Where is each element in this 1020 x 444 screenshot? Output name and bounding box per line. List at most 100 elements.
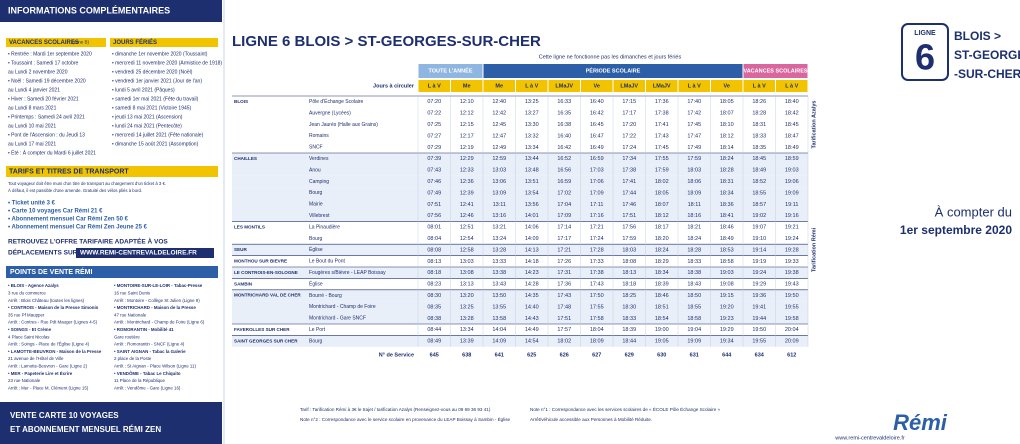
vacances-line: au Lundi 10 mai 2021 bbox=[8, 123, 56, 129]
time: 07:51 bbox=[427, 202, 441, 208]
time: 13:06 bbox=[492, 179, 506, 185]
time: 17:51 bbox=[557, 316, 571, 322]
pv-line: 21 avenue de l'Hôtel de Ville bbox=[8, 356, 64, 361]
pv-line: • MER - Papeterie Lire et Écrire bbox=[8, 371, 73, 376]
time: 19:16 bbox=[785, 213, 799, 219]
time: 17:43 bbox=[557, 293, 571, 299]
row-band bbox=[232, 130, 808, 142]
time: 18:55 bbox=[687, 304, 701, 310]
time: 19:55 bbox=[785, 304, 799, 310]
pv-line: • SOINGS - Et Crème bbox=[8, 327, 52, 332]
time: 17:11 bbox=[590, 202, 603, 208]
time: 16:56 bbox=[557, 168, 571, 174]
day-cell bbox=[581, 80, 613, 92]
time: 18:31 bbox=[720, 179, 734, 185]
time: 12:39 bbox=[460, 190, 474, 196]
time: 17:28 bbox=[590, 247, 604, 253]
time: 18:21 bbox=[687, 225, 701, 231]
stop-name: Bourg bbox=[309, 190, 323, 196]
service-number: 645 bbox=[430, 352, 439, 358]
start-label: À compter du bbox=[935, 204, 1012, 219]
time: 16:49 bbox=[590, 145, 604, 151]
pv-line: • SAINT AIGNAN - Tabac la Galerie bbox=[114, 349, 186, 354]
day-label: L à V bbox=[525, 83, 538, 89]
time: 16:40 bbox=[590, 99, 604, 105]
time: 13:21 bbox=[492, 225, 506, 231]
time: 07:25 bbox=[427, 122, 441, 128]
time: 17:34 bbox=[622, 156, 636, 162]
day-cell bbox=[711, 80, 743, 92]
time: 19:04 bbox=[687, 327, 701, 333]
time: 14:04 bbox=[492, 327, 506, 333]
service-number: 625 bbox=[527, 352, 536, 358]
time: 17:41 bbox=[622, 179, 636, 185]
vacances-line: • Printemps : Samedi 24 avril 2021 bbox=[8, 114, 85, 120]
day-label: LMaJV bbox=[620, 83, 638, 89]
ferie-line: • jeudi 13 mai 2021 (Ascension) bbox=[112, 114, 183, 120]
time: 08:18 bbox=[427, 270, 441, 276]
time: 18:34 bbox=[655, 270, 669, 276]
time: 17:02 bbox=[557, 190, 571, 196]
time: 17:45 bbox=[687, 122, 701, 128]
note: Note n°1 : Correspondance avec les servi… bbox=[530, 406, 720, 412]
day-cell bbox=[483, 80, 515, 92]
time: 17:24 bbox=[590, 236, 604, 242]
day-label: Ve bbox=[594, 83, 600, 89]
dest-2: ST-GEORGES bbox=[954, 48, 1020, 62]
time: 13:54 bbox=[525, 190, 539, 196]
day-label: LMaJV bbox=[555, 83, 573, 89]
time: 18:55 bbox=[752, 190, 766, 196]
pv-line: • MONTOIRE-SUR-LE-LOIR - Tabac-Presse bbox=[114, 283, 203, 288]
time: 19:34 bbox=[720, 339, 734, 345]
pv-line: 35 rue Pf Maupper bbox=[8, 312, 45, 317]
timetable: • Rentrée : Mardi 1er septembre 2020 • To… bbox=[8, 51, 817, 422]
time: 12:41 bbox=[460, 202, 474, 208]
day-label: L à V bbox=[753, 83, 766, 89]
day-cell bbox=[516, 80, 548, 92]
time: 18:42 bbox=[785, 111, 799, 117]
time: 17:26 bbox=[557, 259, 571, 265]
commune: SAMBIN bbox=[234, 281, 253, 286]
time: 18:07 bbox=[720, 111, 734, 117]
pv-line: • BLOIS - Agence Azalys bbox=[8, 283, 59, 288]
time: 08:01 bbox=[427, 225, 441, 231]
time: 13:38 bbox=[492, 270, 506, 276]
day-cell bbox=[613, 80, 645, 92]
time: 07:39 bbox=[427, 156, 441, 162]
time: 19:58 bbox=[785, 316, 799, 322]
time: 17:15 bbox=[622, 99, 636, 105]
vacances-line: • Hiver : Samedi 20 février 2021 bbox=[8, 96, 79, 102]
dest-3: -SUR-CHER bbox=[954, 67, 1020, 81]
time: 18:58 bbox=[687, 316, 701, 322]
dest-1: BLOIS > bbox=[954, 29, 1001, 43]
commune: FAVEROLLES SUR CHER bbox=[234, 327, 290, 332]
service-number: 626 bbox=[560, 352, 569, 358]
service-number: 638 bbox=[462, 352, 471, 358]
time: 18:51 bbox=[655, 304, 669, 310]
time: 18:45 bbox=[785, 122, 799, 128]
stop-name: Camping bbox=[309, 179, 329, 185]
time: 16:59 bbox=[590, 156, 604, 162]
service-number: 627 bbox=[592, 352, 601, 358]
time: 19:44 bbox=[752, 316, 766, 322]
commune: BLOIS bbox=[234, 99, 248, 104]
time: 18:09 bbox=[590, 339, 604, 345]
day-label: Me bbox=[463, 83, 471, 89]
time: 12:59 bbox=[492, 156, 506, 162]
time: 18:24 bbox=[687, 236, 701, 242]
time: 14:54 bbox=[525, 339, 539, 345]
row-band bbox=[232, 96, 808, 108]
period-label: TOUTE L'ANNÉE bbox=[429, 66, 473, 74]
row-band bbox=[232, 164, 808, 176]
time: 18:49 bbox=[752, 168, 766, 174]
time: 18:06 bbox=[687, 179, 701, 185]
time: 08:44 bbox=[427, 327, 441, 333]
line-badge bbox=[901, 23, 949, 81]
pv-line: Arrêt : Montoire - Collège St Julien (Li… bbox=[114, 298, 200, 303]
time: 18:49 bbox=[785, 145, 799, 151]
time: 12:10 bbox=[460, 99, 474, 105]
time: 07:49 bbox=[427, 190, 441, 196]
stop-name: Verdines bbox=[309, 156, 329, 162]
feries-title: JOURS FÉRIÉS bbox=[113, 38, 157, 46]
commune: SAINT GEORGES SUR CHER bbox=[234, 338, 298, 343]
